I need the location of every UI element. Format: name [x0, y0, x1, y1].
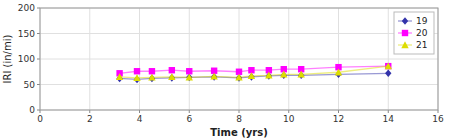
x-tick-label: 6 — [186, 114, 192, 124]
data-point — [149, 68, 155, 74]
data-point — [210, 73, 217, 80]
grid — [40, 8, 438, 110]
y-grid-line — [40, 84, 438, 85]
y-grid-line — [40, 59, 438, 60]
y-tick-label: 0 — [29, 105, 35, 115]
data-point — [116, 73, 123, 80]
y-axis-label: IRI (in/mi) — [2, 34, 13, 83]
data-point — [186, 68, 192, 74]
x-tick-label: 16 — [432, 114, 444, 124]
x-axis-label: Time (yrs) — [210, 127, 267, 138]
legend-marker — [402, 17, 408, 25]
plot-data — [116, 62, 392, 83]
data-point — [235, 74, 242, 81]
data-point — [134, 68, 140, 74]
data-point — [148, 74, 155, 81]
x-tick-label: 4 — [137, 114, 143, 124]
legend-label: 21 — [416, 40, 427, 50]
legend-marker — [402, 30, 408, 36]
legend: 19 20 21 — [394, 12, 434, 54]
legend-label: 20 — [416, 28, 428, 38]
data-point — [248, 73, 254, 81]
legend-box — [394, 12, 434, 54]
x-tick-label: 14 — [383, 114, 395, 124]
chart: 0 2 4 6 8 10 12 14 16 0 50 100 150 200 Time (yrs) IRI (… — [0, 0, 450, 140]
y-tick-label: 150 — [18, 29, 35, 39]
data-point — [265, 72, 272, 79]
data-point — [248, 72, 255, 79]
data-point — [297, 71, 304, 78]
x-tick-label: 2 — [87, 114, 93, 124]
data-point — [385, 69, 391, 77]
data-point — [236, 74, 242, 82]
series-line — [120, 66, 389, 78]
data-point — [168, 73, 175, 80]
data-point — [186, 74, 193, 81]
y-tick-label: 100 — [18, 54, 35, 64]
data-point — [280, 71, 287, 78]
y-grid-line — [40, 33, 438, 34]
plot-frame — [40, 8, 438, 110]
x-tick-label: 0 — [37, 114, 43, 124]
data-point — [385, 62, 392, 69]
series-line — [120, 66, 389, 73]
y-tick-label: 50 — [24, 80, 36, 90]
data-point — [149, 75, 155, 83]
legend-marker — [401, 41, 408, 48]
data-point — [169, 74, 175, 82]
x-tick-label: 10 — [283, 114, 295, 124]
data-point — [133, 74, 140, 81]
data-point — [298, 72, 304, 80]
data-point — [281, 72, 287, 80]
legend-label: 19 — [416, 16, 428, 26]
data-point — [335, 69, 342, 76]
data-point — [211, 73, 217, 81]
data-point — [169, 67, 175, 73]
x-tick-label: 12 — [333, 114, 344, 124]
y-tick-label: 200 — [18, 3, 35, 13]
x-tick-label: 8 — [236, 114, 242, 124]
